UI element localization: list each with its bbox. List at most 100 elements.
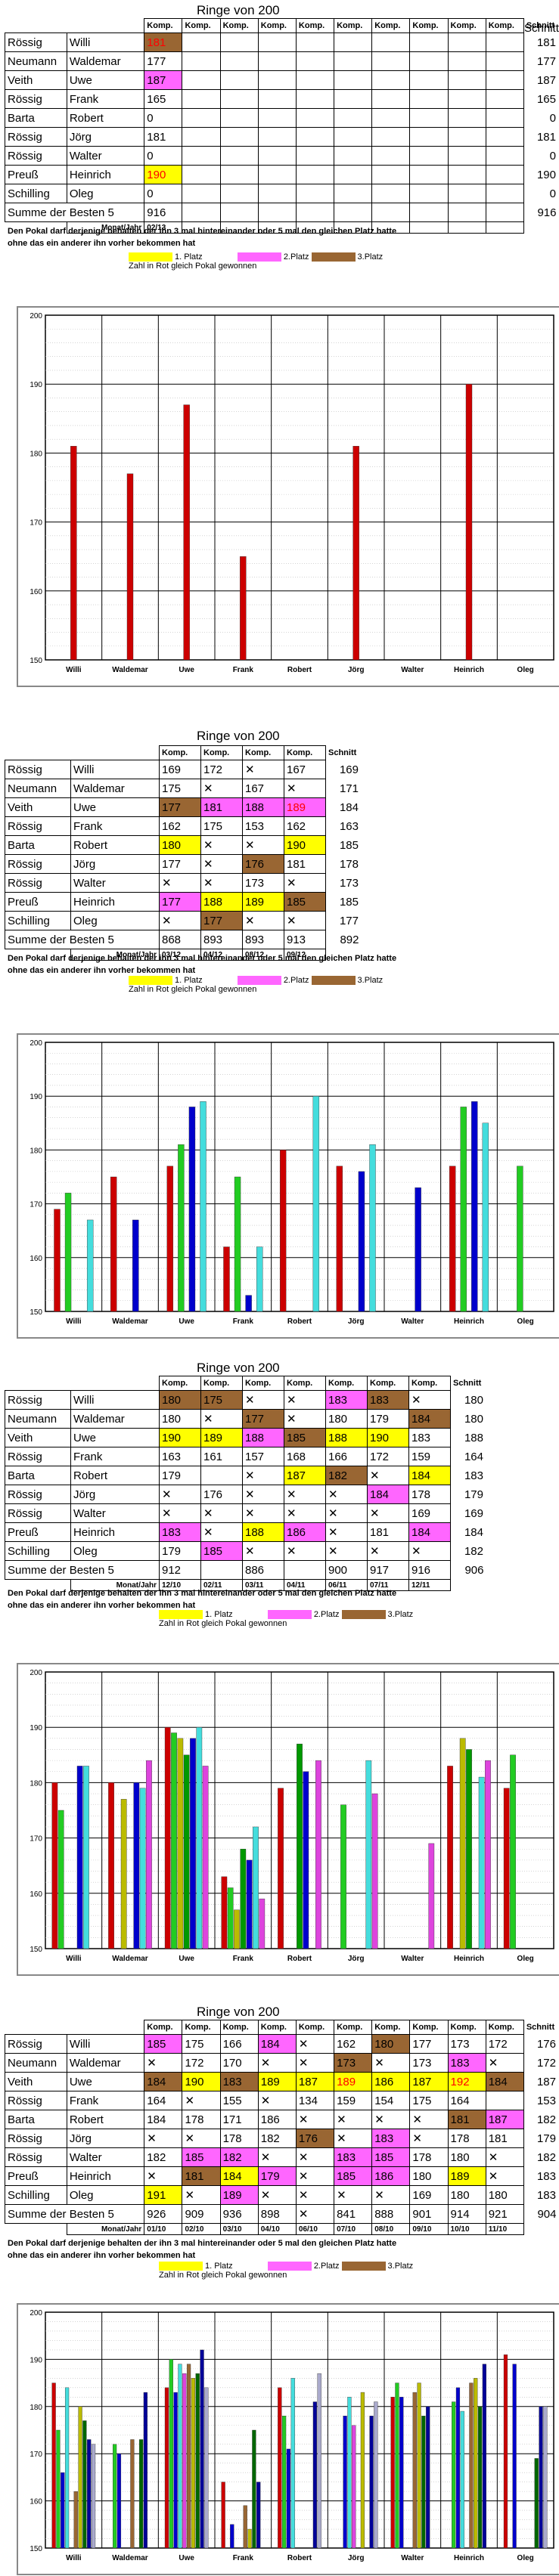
bar bbox=[86, 1219, 94, 1312]
sum-label: Summe der Besten 5 bbox=[5, 1560, 160, 1580]
legend-first-swatch bbox=[159, 1610, 203, 1620]
average-cell: 185 bbox=[339, 895, 359, 909]
score-cell: ✕ bbox=[242, 1503, 284, 1523]
bar bbox=[297, 1743, 303, 1949]
bar bbox=[227, 1887, 234, 1949]
table-row: Rössig Willi 181 181 bbox=[5, 33, 559, 52]
bar bbox=[221, 1876, 228, 1949]
first-name: Frank bbox=[70, 816, 160, 836]
y-tick-label: 180 bbox=[30, 2404, 42, 2412]
first-name: Waldemar bbox=[66, 2053, 145, 2073]
sum-cell: 921 bbox=[485, 2204, 524, 2224]
table-row: Barta Robert 180 ✕ ✕ 190 185 bbox=[5, 835, 362, 855]
score-cell bbox=[334, 89, 373, 109]
month-cell bbox=[447, 221, 486, 234]
score-cell: 173 bbox=[334, 2053, 373, 2073]
y-tick-label: 160 bbox=[30, 1255, 42, 1263]
score-cell bbox=[371, 127, 411, 147]
bar bbox=[188, 1107, 196, 1312]
table-title: Ringe von 200 bbox=[197, 729, 280, 743]
bar bbox=[57, 1810, 64, 1949]
score-cell: ✕ bbox=[242, 1541, 284, 1561]
last-name: Barta bbox=[5, 2110, 67, 2129]
score-cell: 183 bbox=[447, 2053, 486, 2073]
month-cell: 01/10 bbox=[144, 2223, 183, 2235]
score-cell: 186 bbox=[284, 1522, 326, 1542]
bar bbox=[510, 1754, 516, 1949]
score-cell: 180 bbox=[447, 2147, 486, 2167]
score-cell: ✕ bbox=[284, 1485, 326, 1504]
score-cell: 172 bbox=[485, 2034, 524, 2054]
first-name: Waldemar bbox=[70, 1409, 160, 1429]
score-cell bbox=[409, 184, 449, 203]
month-cell: 08/10 bbox=[371, 2223, 411, 2235]
score-cell: ✕ bbox=[284, 911, 326, 930]
y-tick-label: 190 bbox=[30, 381, 42, 389]
table-row: Neumann Waldemar 175 ✕ 167 ✕ 171 bbox=[5, 779, 362, 798]
score-cell bbox=[371, 108, 411, 128]
first-name: Walter bbox=[66, 146, 145, 166]
average-cell: 179 bbox=[464, 1488, 483, 1501]
schnitt-header: Schnitt bbox=[453, 1379, 482, 1388]
score-cell: ✕ bbox=[242, 1485, 284, 1504]
score-cell: 180 bbox=[409, 2166, 449, 2186]
score-cell: 188 bbox=[242, 797, 284, 817]
bar bbox=[186, 2364, 191, 2549]
last-name: Rössig bbox=[5, 854, 71, 874]
y-tick-label: 170 bbox=[30, 1835, 42, 1844]
score-cell: ✕ bbox=[159, 911, 201, 930]
header-row: Komp. Komp. Komp. Komp. Komp. Komp. Komp. Schni… bbox=[5, 1376, 486, 1391]
komp-header: Komp. bbox=[485, 18, 524, 33]
month-label: Monat/Jahr bbox=[66, 2223, 145, 2235]
komp-header: Komp. bbox=[485, 2020, 524, 2035]
legend-third-swatch bbox=[311, 252, 356, 262]
score-cell: 178 bbox=[408, 1485, 451, 1504]
last-name: Preuß bbox=[5, 1522, 71, 1542]
x-tick-label: Uwe bbox=[179, 1955, 194, 1963]
bar bbox=[474, 2378, 478, 2549]
table-row: Schilling Oleg 179 185 ✕ ✕ ✕ ✕ ✕ 182 bbox=[5, 1541, 486, 1561]
table-row: Rössig Frank 163 161 157 168 166 172 159 164 bbox=[5, 1447, 486, 1466]
score-cell bbox=[295, 33, 335, 52]
bar bbox=[256, 2482, 261, 2549]
score-cell: ✕ bbox=[144, 2166, 183, 2186]
bar bbox=[259, 1898, 266, 1949]
komp-header: Komp. bbox=[334, 2020, 373, 2035]
komp-header: Komp. bbox=[159, 745, 201, 760]
score-cell: ✕ bbox=[367, 1541, 409, 1561]
bar-chart: 150 160 170 180 190 200 Willi Waldemar Uwe Frank R… bbox=[30, 1039, 554, 1326]
last-name: Neumann bbox=[5, 2053, 67, 2073]
y-tick-label: 170 bbox=[30, 1201, 42, 1209]
first-name: Willi bbox=[70, 1390, 160, 1410]
table-row: Rössig Frank 164 ✕ 155 ✕ 134 159 154 175 164 153 bbox=[5, 2091, 559, 2110]
sum-cell: 900 bbox=[325, 1560, 368, 1580]
score-cell: 155 bbox=[219, 2091, 259, 2110]
score-cell: 185 bbox=[284, 892, 326, 912]
score-cell bbox=[257, 89, 297, 109]
table-title: Ringe von 200 bbox=[197, 1361, 280, 1375]
score-cell: 173 bbox=[242, 873, 284, 893]
bar bbox=[340, 1804, 346, 1949]
first-name: Willi bbox=[70, 760, 160, 779]
score-cell: ✕ bbox=[144, 2129, 183, 2148]
bar bbox=[116, 2453, 122, 2549]
average-cell: 165 bbox=[536, 92, 556, 106]
month-cell: 09/10 bbox=[409, 2223, 449, 2235]
score-cell bbox=[182, 127, 221, 147]
y-tick-label: 200 bbox=[30, 1669, 42, 1677]
score-cell: 178 bbox=[219, 2129, 259, 2148]
first-name: Uwe bbox=[66, 2072, 145, 2091]
sum-cell bbox=[284, 1560, 326, 1580]
score-cell: ✕ bbox=[200, 1409, 243, 1429]
score-cell: 192 bbox=[447, 2072, 486, 2091]
y-tick-label: 170 bbox=[30, 2451, 42, 2459]
score-cell bbox=[409, 33, 449, 52]
score-cell: 184 bbox=[485, 2072, 524, 2091]
score-cell: 188 bbox=[242, 1428, 284, 1447]
sum-row: Summe der Besten 5 916 916 bbox=[4, 203, 559, 222]
score-cell: 161 bbox=[200, 1447, 243, 1466]
schnitt-header: Schnitt bbox=[526, 2023, 555, 2032]
table-row: Preuß Heinrich 183 ✕ 188 186 ✕ 181 184 184 bbox=[5, 1522, 486, 1542]
bar bbox=[202, 1766, 209, 1949]
score-cell bbox=[447, 146, 486, 166]
